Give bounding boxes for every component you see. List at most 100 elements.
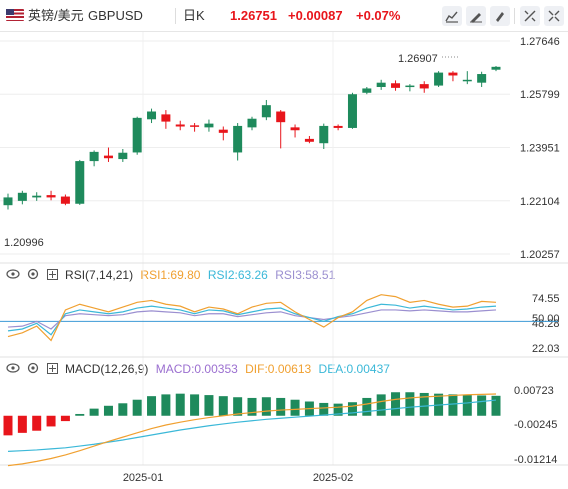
macd-tick-label: 0.00723 bbox=[514, 385, 554, 397]
candle bbox=[132, 117, 142, 153]
macd-bar bbox=[362, 397, 372, 416]
macd-bar bbox=[233, 397, 243, 416]
macd-bar bbox=[218, 396, 228, 416]
fullscreen-icon[interactable] bbox=[544, 6, 564, 26]
macd-bar bbox=[204, 395, 214, 416]
price-change-percent: +0.07% bbox=[356, 8, 401, 23]
macd-bar bbox=[75, 413, 85, 416]
edit-icon[interactable] bbox=[490, 6, 510, 26]
macd-bar bbox=[103, 405, 113, 416]
toolbar-divider bbox=[175, 8, 176, 24]
price-change: +0.00087 bbox=[288, 8, 343, 23]
macd-bar bbox=[46, 415, 56, 427]
macd-bar bbox=[333, 403, 343, 416]
symbol-code[interactable]: GBPUSD bbox=[88, 8, 143, 23]
macd-bar bbox=[161, 394, 171, 416]
macd-bar bbox=[3, 415, 13, 436]
macd-bar bbox=[17, 415, 27, 433]
candle bbox=[448, 72, 458, 76]
macd-bar bbox=[405, 392, 415, 416]
rsi-tick-label: 22.03 bbox=[532, 343, 560, 355]
candle bbox=[3, 197, 13, 206]
candle bbox=[491, 66, 501, 70]
macd-bar bbox=[147, 396, 157, 416]
rsi1-value: RSI1:69.80 bbox=[140, 268, 201, 282]
rsi3-line bbox=[7, 309, 497, 330]
candle bbox=[247, 118, 257, 128]
y-tick-label: 1.20257 bbox=[520, 249, 560, 261]
rsi-tick-label: 48.28 bbox=[532, 318, 560, 330]
macd-bar bbox=[347, 402, 357, 416]
toolbar: 英镑/美元 GBPUSD 日K 1.26751 +0.00087 +0.07% bbox=[0, 0, 568, 32]
symbol-name[interactable]: 英镑/美元 bbox=[28, 8, 84, 23]
macd-bar bbox=[448, 394, 458, 416]
gbp-usd-flag-icon bbox=[6, 9, 24, 21]
macd-tick-label: -0.00245 bbox=[514, 419, 557, 431]
macd-bar bbox=[462, 395, 472, 416]
dea-line bbox=[7, 399, 497, 452]
candle bbox=[147, 111, 157, 120]
draw-icon[interactable] bbox=[466, 6, 486, 26]
rsi2-value: RSI2:63.26 bbox=[207, 268, 268, 282]
macd-tick-label: -0.01214 bbox=[514, 454, 557, 466]
macd-bar bbox=[477, 395, 487, 416]
measure-icon[interactable] bbox=[520, 6, 540, 26]
macd-label: MACD(12,26,9) bbox=[65, 362, 149, 376]
eye-icon[interactable] bbox=[6, 268, 20, 283]
candle bbox=[434, 72, 444, 86]
macd-bar bbox=[60, 415, 70, 422]
settings-icon[interactable] bbox=[27, 268, 39, 283]
timeframe-selector[interactable]: 日K bbox=[183, 8, 205, 23]
rsi-tick-label: 74.55 bbox=[532, 293, 560, 305]
macd-bar bbox=[247, 397, 257, 416]
candle bbox=[161, 114, 171, 122]
candle bbox=[233, 125, 243, 153]
candle bbox=[347, 94, 357, 128]
high-price-label: 1.26907 bbox=[398, 53, 438, 65]
rsi-header: RSI(7,14,21) RSI1:69.80 RSI2:63.26 RSI3:… bbox=[6, 268, 339, 283]
candlestick-style-icon[interactable] bbox=[442, 6, 462, 26]
candle bbox=[190, 125, 200, 127]
candle bbox=[118, 152, 128, 160]
rsi2-line bbox=[7, 303, 497, 336]
candle bbox=[218, 129, 228, 133]
y-tick-label: 1.23951 bbox=[520, 143, 560, 155]
candle bbox=[391, 83, 401, 88]
rsi-label: RSI(7,14,21) bbox=[65, 268, 134, 282]
settings-icon[interactable] bbox=[27, 362, 39, 377]
eye-icon[interactable] bbox=[6, 362, 20, 377]
macd-header: MACD(12,26,9) MACD:0.00353 DIF:0.00613 D… bbox=[6, 362, 394, 377]
candle bbox=[204, 123, 214, 128]
candle bbox=[75, 161, 85, 204]
macd-bar bbox=[276, 397, 286, 416]
candle bbox=[462, 79, 472, 82]
candle bbox=[175, 124, 185, 127]
candle bbox=[17, 192, 27, 201]
rsi3-value: RSI3:58.51 bbox=[275, 268, 336, 282]
y-tick-label: 1.25799 bbox=[520, 89, 560, 101]
candle bbox=[333, 125, 343, 128]
x-tick-label: 2025-01 bbox=[123, 472, 163, 484]
macd-bar bbox=[190, 394, 200, 416]
macd-bar bbox=[118, 403, 128, 416]
macd-bar bbox=[290, 399, 300, 416]
candle bbox=[276, 111, 286, 123]
macd-bar bbox=[261, 397, 271, 416]
candle bbox=[477, 74, 487, 83]
candle bbox=[60, 196, 70, 204]
candle bbox=[376, 82, 386, 88]
macd-bar bbox=[491, 395, 501, 416]
candle bbox=[290, 127, 300, 131]
candle bbox=[261, 105, 271, 118]
candle bbox=[419, 84, 429, 89]
x-tick-label: 2025-02 bbox=[313, 472, 353, 484]
last-price: 1.26751 bbox=[230, 8, 277, 23]
candle bbox=[46, 195, 56, 198]
rsi1-line bbox=[7, 294, 497, 342]
candle bbox=[103, 155, 113, 159]
indicator-icon[interactable] bbox=[46, 362, 58, 377]
rsi-tick-label: 50.00 bbox=[532, 313, 560, 325]
indicator-icon[interactable] bbox=[46, 268, 58, 283]
candle bbox=[32, 195, 42, 198]
